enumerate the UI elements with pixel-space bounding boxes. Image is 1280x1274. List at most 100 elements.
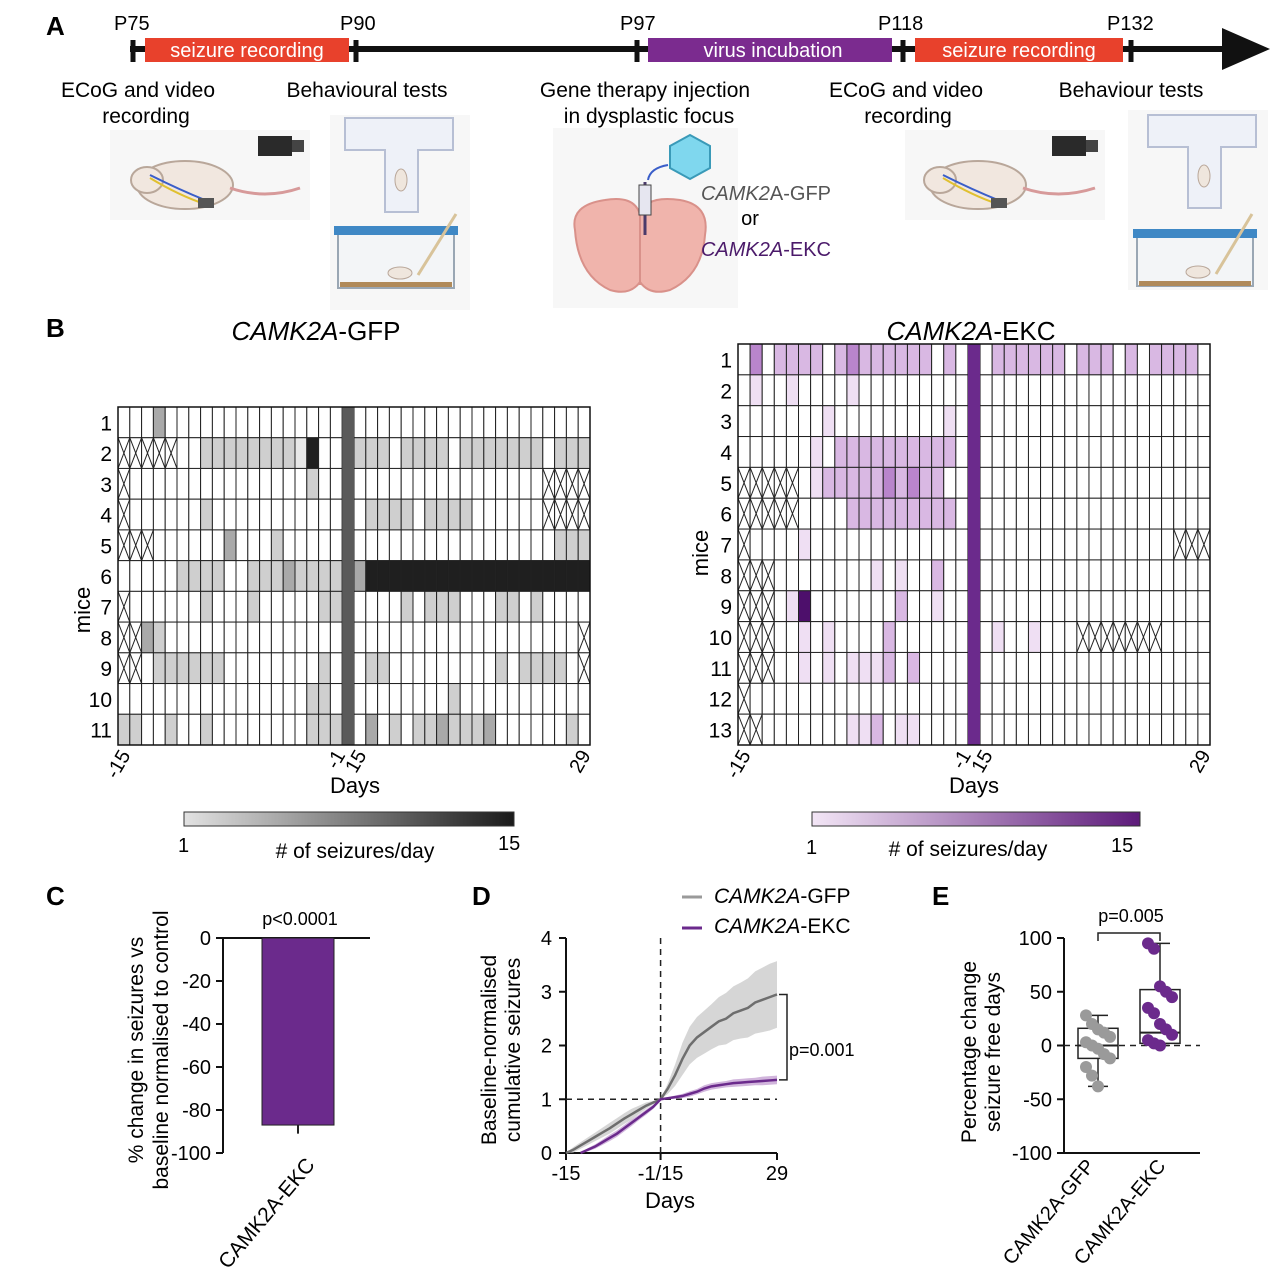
heatmap-cell — [542, 406, 556, 439]
heatmap-cell — [955, 436, 969, 468]
heatmap-cross — [773, 467, 787, 499]
heatmap-cell — [483, 621, 497, 654]
heatmap-cell — [1136, 651, 1150, 684]
heatmap-cell — [1136, 497, 1150, 530]
heatmap-cell — [530, 683, 544, 715]
heatmap-cell — [223, 437, 237, 469]
heatmap-cell — [424, 652, 438, 685]
heatmap-cell — [773, 374, 787, 407]
heatmap-cell — [882, 621, 896, 653]
heatmap-cell — [810, 621, 824, 653]
heatmap-cell — [577, 437, 591, 469]
heatmap-cell — [858, 466, 872, 499]
heatmap-cell — [412, 590, 426, 623]
heatmap-cell — [412, 713, 426, 746]
heatmap-cell — [318, 652, 331, 685]
heatmap-cell — [318, 406, 331, 439]
heatmap-cell — [846, 528, 860, 561]
heatmap-cell — [1040, 436, 1054, 468]
d-x-tick-label: 29 — [766, 1163, 788, 1185]
heatmap-cell — [870, 621, 884, 653]
heatmap-cell — [931, 497, 945, 530]
heatmap-cell — [1027, 374, 1042, 407]
heatmap-cell — [919, 405, 933, 438]
heatmap-cell — [365, 560, 379, 592]
heatmap-cell — [1064, 682, 1078, 715]
heatmap-cell — [931, 374, 945, 407]
heatmap-gfp-ylabel: mice — [70, 587, 95, 633]
heatmap-cell — [882, 590, 896, 623]
heatmap-cell — [412, 467, 426, 500]
heatmap-cell — [436, 652, 449, 685]
panel-b: B CAMK2A-GFP CAMK2A-EKC 1234567891011-15… — [46, 313, 1215, 863]
heatmap-cell — [400, 621, 414, 654]
heatmap-cell — [530, 498, 544, 531]
heatmap-cell — [931, 528, 945, 561]
heatmap-row-label: 12 — [709, 689, 732, 712]
heatmap-cell — [931, 682, 945, 715]
heatmap-cell — [761, 405, 775, 438]
heatmap-cell — [1040, 528, 1054, 561]
c-ylabel-line1: % change in seizures vs — [125, 937, 148, 1163]
heatmap-cell — [798, 374, 812, 407]
heatmap-cell — [447, 652, 461, 685]
heatmap-cell — [955, 621, 969, 653]
panel-b-letter: B — [46, 313, 65, 343]
heatmap-cell — [919, 497, 933, 530]
heatmap-cell — [318, 713, 331, 746]
heatmap-cross — [737, 652, 751, 684]
heatmap-cell — [761, 682, 775, 715]
heatmap-cell — [459, 406, 473, 439]
heatmap-cell — [294, 652, 308, 685]
heatmap-cell — [141, 713, 154, 746]
heatmap-cell — [785, 651, 800, 684]
heatmap-cell — [846, 374, 860, 407]
heatmap-cell — [858, 590, 872, 623]
heatmap-cell — [483, 529, 497, 562]
heatmap-cell — [388, 467, 402, 500]
heatmap-cell — [1124, 590, 1138, 623]
heatmap-cell — [259, 590, 272, 623]
heatmap-cell — [471, 590, 485, 623]
heatmap-cell — [530, 652, 544, 685]
heatmap-cell — [906, 590, 921, 623]
d-y-tick-label: 4 — [541, 928, 552, 950]
heatmap-cell — [542, 713, 556, 746]
heatmap-cell — [554, 683, 567, 715]
heatmap-cell — [1161, 528, 1175, 561]
heatmap-cell — [129, 498, 143, 531]
seizure-recording-bar-2 — [915, 38, 1123, 62]
heatmap-cell — [141, 652, 154, 685]
heatmap-cell — [506, 560, 520, 592]
heatmap-cell — [1100, 651, 1114, 684]
heatmap-cell — [955, 466, 969, 499]
heatmap-cell — [906, 343, 921, 376]
heatmap-cell — [577, 590, 591, 623]
heatmap-cell — [798, 621, 812, 653]
heatmap-cell — [1040, 405, 1054, 438]
heatmap-cell — [810, 466, 824, 499]
heatmap-cell — [200, 437, 213, 469]
heatmap-cell — [1161, 405, 1175, 438]
heatmap-cell — [577, 683, 591, 715]
heatmap-cell — [211, 406, 225, 439]
heatmap-cell — [882, 374, 896, 407]
heatmap-cell — [459, 683, 473, 715]
heatmap-cell — [1027, 590, 1042, 623]
heatmap-cell — [1003, 497, 1017, 530]
heatmap-cell — [858, 343, 872, 376]
heatmap-cell — [565, 560, 579, 592]
heatmap-cell — [554, 590, 567, 623]
heatmap-cell — [1185, 466, 1199, 499]
heatmap-cell — [785, 621, 800, 653]
heatmap-cell — [1148, 651, 1163, 684]
heatmap-cell — [565, 652, 579, 685]
heatmap-cell — [1173, 466, 1187, 499]
heatmap-cell — [282, 590, 296, 623]
heatmap-cell — [894, 497, 908, 530]
heatmap-cell — [822, 621, 836, 653]
heatmap-cell — [518, 683, 532, 715]
heatmap-cell — [943, 651, 957, 684]
heatmap-row-label: 6 — [720, 504, 732, 527]
heatmap-cell — [1173, 436, 1187, 468]
